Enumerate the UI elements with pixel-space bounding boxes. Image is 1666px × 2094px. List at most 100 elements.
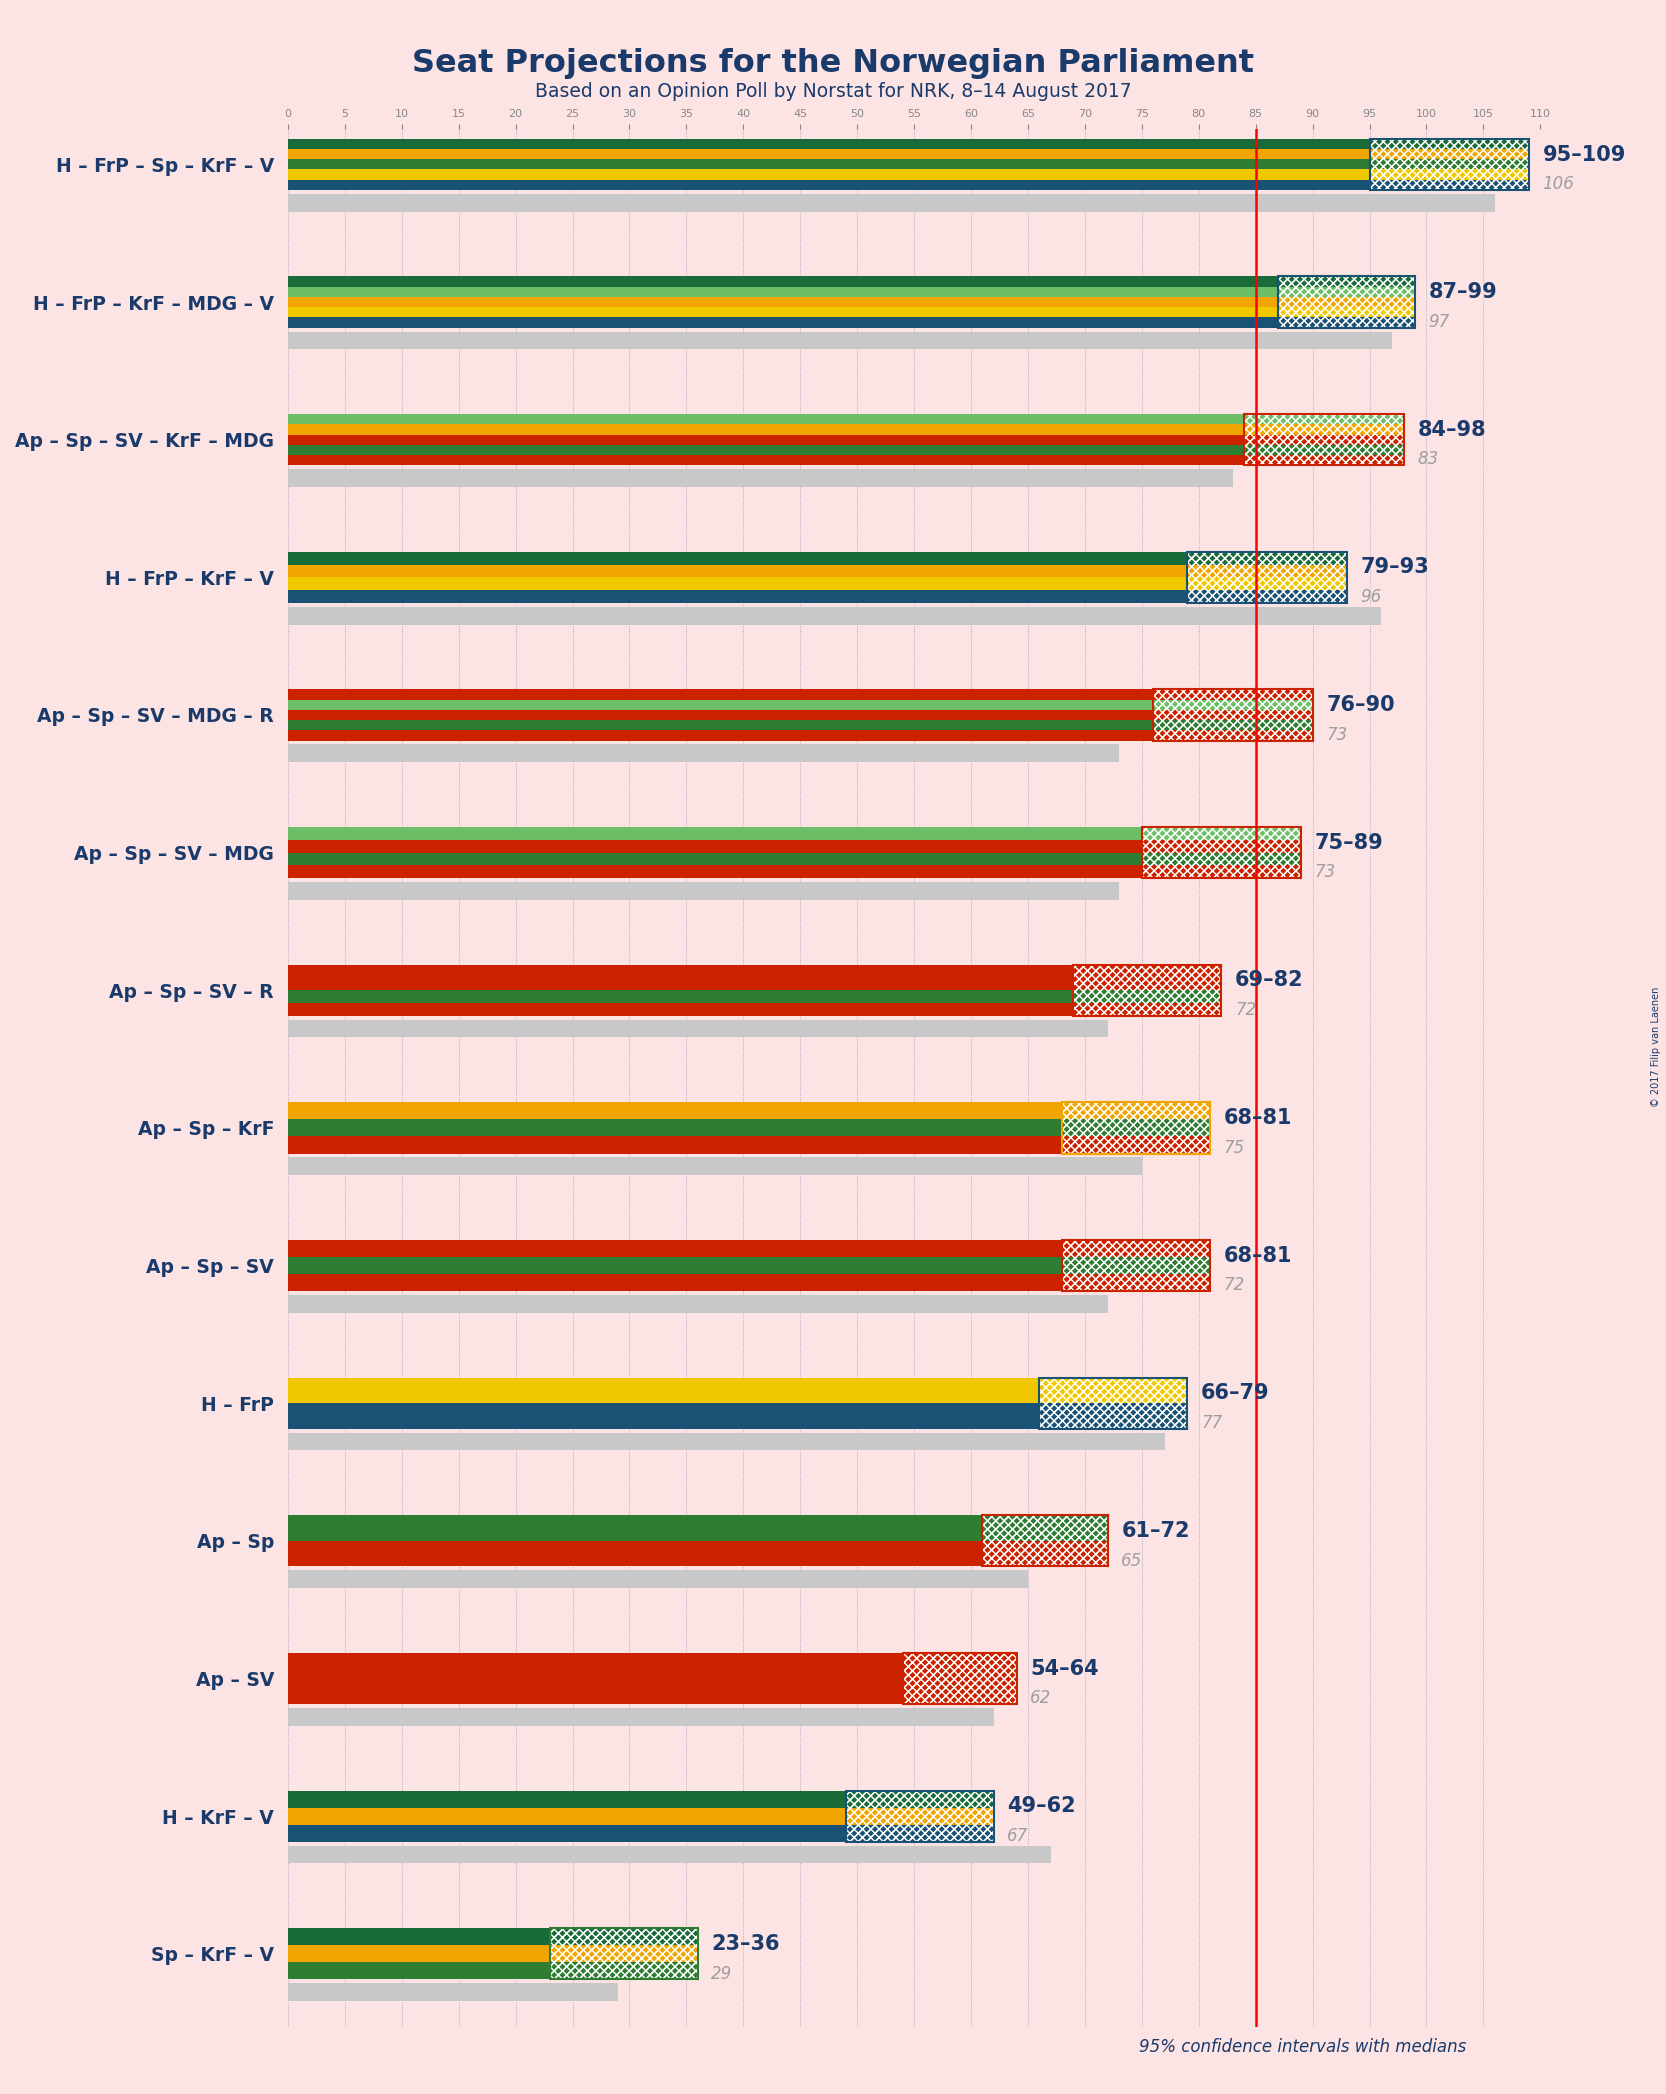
Bar [288, 1432, 1165, 1451]
Bar [288, 180, 1369, 191]
Bar [846, 1790, 995, 1843]
Bar [1369, 180, 1529, 191]
Bar [1073, 990, 1221, 1003]
Bar [288, 1294, 1108, 1313]
Bar [1188, 551, 1346, 603]
Bar [288, 1790, 846, 1807]
Bar [1141, 865, 1301, 877]
Bar [288, 1807, 846, 1824]
Bar [1245, 415, 1404, 465]
Bar [288, 1256, 1063, 1273]
Bar [1278, 276, 1414, 327]
Text: 87–99: 87–99 [1429, 283, 1498, 302]
Bar [1153, 689, 1313, 741]
Bar [1245, 436, 1404, 444]
Bar [288, 607, 1381, 624]
Text: 62: 62 [1030, 1690, 1051, 1707]
Text: Seat Projections for the Norwegian Parliament: Seat Projections for the Norwegian Parli… [412, 48, 1254, 80]
Text: Based on an Opinion Poll by Norstat for NRK, 8–14 August 2017: Based on an Opinion Poll by Norstat for … [535, 82, 1131, 101]
Bar [1245, 415, 1404, 465]
Bar [1063, 1256, 1210, 1273]
Text: 106: 106 [1543, 176, 1574, 193]
Bar [1153, 699, 1313, 710]
Bar [288, 415, 1245, 425]
Bar [1278, 276, 1414, 327]
Bar [1141, 827, 1301, 840]
Bar [288, 331, 1393, 350]
Text: 29: 29 [711, 1964, 733, 1983]
Bar [550, 1962, 698, 1979]
Bar [1188, 551, 1346, 565]
Text: 69–82: 69–82 [1235, 970, 1304, 990]
Bar [288, 551, 1188, 565]
Bar [846, 1790, 995, 1843]
Bar [288, 565, 1188, 578]
Bar [288, 1403, 1040, 1428]
Bar [288, 1240, 1063, 1256]
Bar [1063, 1240, 1210, 1256]
Bar [1153, 710, 1313, 720]
Bar [1141, 852, 1301, 865]
Bar [288, 308, 1278, 318]
Bar [288, 138, 1369, 149]
Text: 68–81: 68–81 [1225, 1108, 1293, 1129]
Bar [903, 1652, 1016, 1679]
Bar [550, 1929, 698, 1945]
Text: 75: 75 [1225, 1139, 1245, 1156]
Bar [288, 454, 1245, 465]
Bar [288, 1273, 1063, 1292]
Bar [1040, 1378, 1188, 1428]
Bar [1141, 827, 1301, 877]
Bar [1278, 276, 1414, 287]
Bar [288, 436, 1245, 444]
Bar [903, 1652, 1016, 1705]
Bar [550, 1945, 698, 1962]
Bar [288, 731, 1153, 741]
Text: 96: 96 [1361, 588, 1381, 605]
Bar [288, 1020, 1108, 1037]
Bar [1369, 170, 1529, 180]
Bar [288, 865, 1141, 877]
Bar [846, 1790, 995, 1807]
Bar [288, 1541, 983, 1566]
Bar [846, 1824, 995, 1843]
Bar [1245, 454, 1404, 465]
Bar [288, 840, 1141, 852]
Bar [1040, 1403, 1188, 1428]
Bar [288, 1137, 1063, 1154]
Bar [288, 1120, 1063, 1137]
Bar [1369, 138, 1529, 191]
Bar [1063, 1101, 1210, 1154]
Bar [1040, 1378, 1188, 1428]
Bar [288, 1003, 1073, 1016]
Bar [288, 159, 1369, 170]
Bar [288, 1679, 903, 1705]
Text: 77: 77 [1201, 1413, 1223, 1432]
Bar [1188, 578, 1346, 591]
Bar [1073, 1003, 1221, 1016]
Text: 83: 83 [1418, 450, 1438, 469]
Bar [288, 990, 1073, 1003]
Bar [1063, 1240, 1210, 1292]
Bar [1278, 287, 1414, 297]
Bar [1141, 827, 1301, 877]
Bar [1153, 689, 1313, 699]
Bar [288, 699, 1153, 710]
Bar [1040, 1378, 1188, 1428]
Text: 73: 73 [1326, 727, 1348, 743]
Bar [1073, 965, 1221, 1016]
Bar [1278, 276, 1414, 327]
Bar [1369, 138, 1529, 191]
Bar [1278, 308, 1414, 318]
Bar [1040, 1378, 1188, 1403]
Bar [288, 444, 1245, 454]
Bar [288, 591, 1188, 603]
Bar [1278, 318, 1414, 327]
Bar [288, 469, 1233, 488]
Bar [550, 1929, 698, 1979]
Bar [288, 1652, 903, 1679]
Bar [1073, 965, 1221, 978]
Bar [288, 1101, 1063, 1120]
Bar [288, 852, 1141, 865]
Bar [550, 1929, 698, 1979]
